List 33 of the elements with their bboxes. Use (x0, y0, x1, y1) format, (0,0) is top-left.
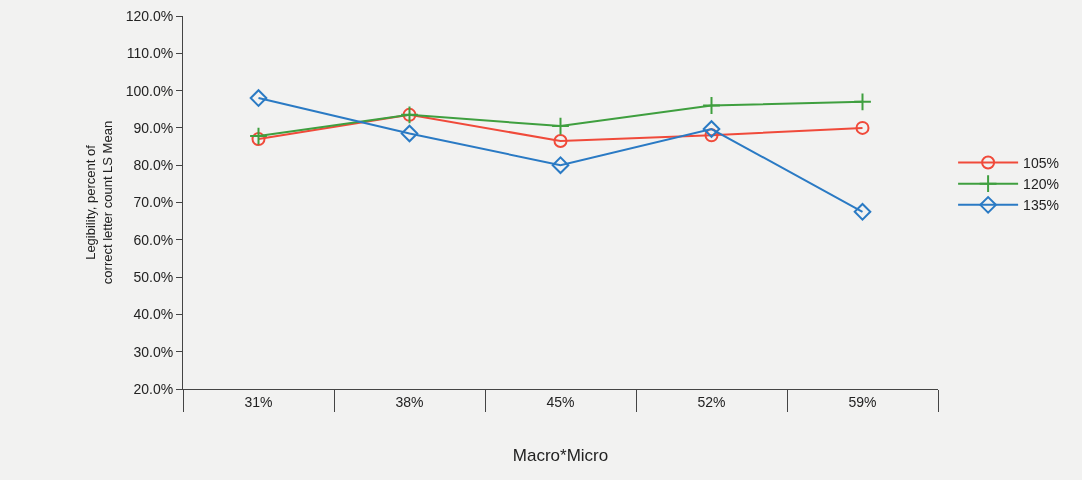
point (249, 126, 268, 146)
legend-label: 105% (1023, 154, 1059, 171)
point (553, 133, 568, 148)
point (249, 89, 268, 107)
point (251, 132, 266, 147)
y-tick-label: 110.0% (126, 45, 174, 62)
point (853, 203, 872, 221)
point (400, 124, 419, 143)
point (551, 156, 570, 174)
x-tick-label: 31% (244, 393, 273, 410)
y-tick-label: 100.0% (125, 82, 174, 99)
y-tick-label: 80.0% (133, 157, 174, 174)
y-tick-label: 40.0% (133, 306, 174, 323)
point (702, 96, 721, 115)
x-tick-label: 52% (697, 393, 726, 410)
y-tick-label: 30.0% (133, 343, 174, 360)
y-tick-label: 50.0% (133, 269, 174, 285)
y-tick-label: 60.0% (133, 231, 174, 248)
y-axis-title: Legibility, percent of correct letter count LS Mean (82, 120, 115, 285)
y-tick-label: 120.0% (125, 7, 174, 24)
x-tick-label: 45% (546, 393, 575, 410)
legend-label: 135% (1023, 197, 1059, 214)
x-axis-title: Macro*Micro (512, 446, 609, 466)
point (551, 116, 570, 136)
y-tick-label: 20.0% (133, 380, 174, 397)
point (853, 92, 872, 112)
point (855, 120, 870, 135)
y-tick-label: 70.0% (133, 194, 174, 211)
x-tick-label: 59% (848, 393, 877, 410)
legend-label: 120% (1023, 176, 1059, 193)
point (702, 120, 721, 138)
y-tick-label: 90.0% (133, 119, 174, 136)
x-tick-label: 38% (395, 393, 424, 410)
